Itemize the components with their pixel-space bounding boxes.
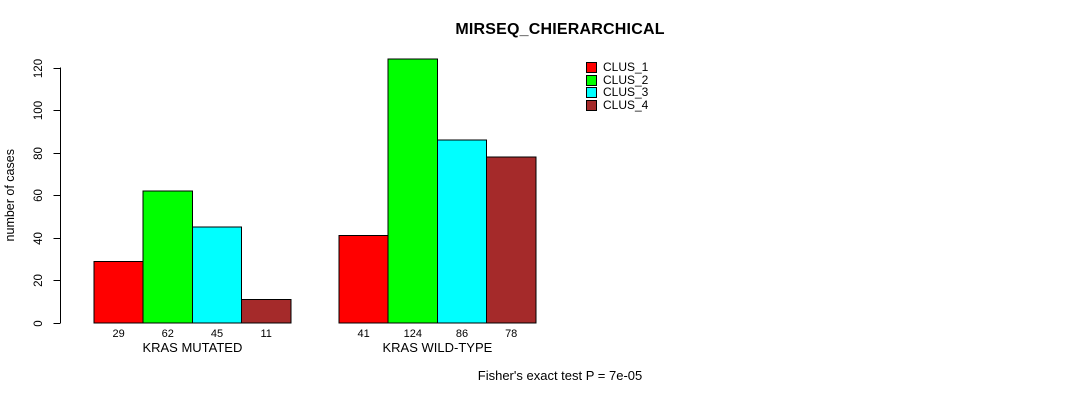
fisher-test-note: Fisher's exact test P = 7e-05 bbox=[477, 368, 643, 383]
bar-CLUS_3-KRAS WILD-TYPE bbox=[436, 139, 488, 324]
category-label: KRAS MUTATED bbox=[142, 340, 242, 355]
legend-item-clus-3: CLUS_3 bbox=[586, 85, 649, 100]
y-tick-label: 0 bbox=[33, 320, 45, 326]
legend-label-clus-1: CLUS_1 bbox=[603, 60, 649, 74]
bar-CLUS_2-KRAS MUTATED bbox=[142, 190, 193, 324]
bar-CLUS_4-KRAS WILD-TYPE bbox=[486, 156, 537, 324]
bar-value-label: 41 bbox=[357, 328, 369, 340]
legend-item-clus-4: CLUS_4 bbox=[586, 97, 649, 112]
chart-title: MIRSEQ_CHIERARCHICAL bbox=[455, 21, 665, 38]
legend-swatch-clus-3 bbox=[586, 87, 597, 99]
bar-value-label: 11 bbox=[260, 328, 271, 340]
bar-value-label: 124 bbox=[404, 328, 422, 340]
legend-swatch-clus-2 bbox=[586, 74, 597, 86]
bar-CLUS_1-KRAS WILD-TYPE bbox=[338, 235, 389, 324]
legend-swatch-clus-4 bbox=[586, 99, 597, 111]
y-tick-label: 60 bbox=[33, 189, 45, 202]
category-label: KRAS WILD-TYPE bbox=[383, 340, 493, 355]
y-tick-label: 80 bbox=[33, 147, 45, 160]
legend-label-clus-2: CLUS_2 bbox=[603, 72, 649, 87]
y-tick-label: 40 bbox=[33, 232, 45, 245]
bar-value-label: 45 bbox=[211, 328, 223, 340]
bar-CLUS_2-KRAS WILD-TYPE bbox=[387, 58, 438, 324]
legend: CLUS_1 CLUS_2 CLUS_3 CLUS_4 bbox=[586, 60, 649, 112]
bar-CLUS_1-KRAS MUTATED bbox=[93, 260, 144, 324]
y-tick-label: 20 bbox=[33, 274, 45, 287]
bar-value-label: 86 bbox=[456, 328, 468, 340]
bar-CLUS_3-KRAS MUTATED bbox=[191, 226, 243, 324]
legend-swatch-clus-1 bbox=[586, 62, 597, 73]
legend-label-clus-3: CLUS_3 bbox=[603, 85, 649, 100]
legend-item-clus-2: CLUS_2 bbox=[586, 72, 649, 87]
legend-item-clus-1: CLUS_1 bbox=[586, 60, 649, 74]
bar-value-label: 78 bbox=[505, 328, 517, 340]
y-tick-label: 120 bbox=[33, 59, 45, 78]
y-axis-title: number of cases bbox=[3, 149, 17, 241]
legend-label-clus-4: CLUS_4 bbox=[603, 97, 649, 112]
bar-value-label: 29 bbox=[112, 328, 124, 340]
y-tick-label: 100 bbox=[33, 101, 45, 120]
bar-value-label: 62 bbox=[162, 328, 174, 340]
bar-CLUS_4-KRAS MUTATED bbox=[241, 299, 292, 324]
